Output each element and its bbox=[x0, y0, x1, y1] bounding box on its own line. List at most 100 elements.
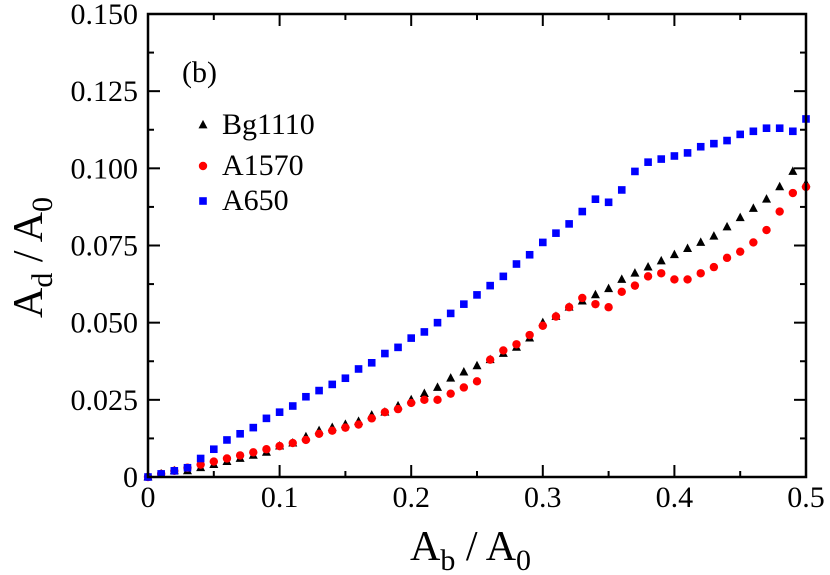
data-point bbox=[604, 303, 613, 312]
data-point bbox=[735, 212, 745, 222]
legend-label: A1570 bbox=[222, 149, 304, 182]
data-point bbox=[591, 299, 600, 309]
data-point bbox=[486, 281, 494, 290]
data-point bbox=[433, 382, 443, 391]
data-point bbox=[210, 445, 218, 454]
y-axis-title: Ad / A0 bbox=[6, 197, 59, 318]
legend-label: Bg1110 bbox=[222, 108, 315, 141]
data-point bbox=[590, 289, 600, 299]
legend-marker bbox=[199, 197, 207, 205]
data-point bbox=[657, 269, 666, 278]
data-point bbox=[722, 253, 732, 263]
data-point bbox=[380, 407, 390, 417]
data-point bbox=[643, 262, 653, 271]
x-tick-label: 0.4 bbox=[656, 481, 694, 514]
data-point bbox=[419, 388, 429, 398]
data-point bbox=[472, 377, 482, 386]
legend-label: A650 bbox=[222, 184, 289, 217]
data-point bbox=[643, 272, 653, 281]
x-tick-label: 0.5 bbox=[787, 481, 825, 514]
data-point bbox=[288, 402, 297, 410]
data-point bbox=[696, 269, 705, 278]
data-point bbox=[262, 445, 271, 454]
data-point bbox=[367, 414, 376, 423]
data-point bbox=[788, 188, 798, 198]
data-point bbox=[328, 380, 337, 389]
data-point bbox=[341, 423, 350, 432]
x-tick-label: 0.1 bbox=[261, 481, 299, 514]
data-point bbox=[354, 365, 363, 373]
y-tick-label: 0 bbox=[123, 461, 138, 494]
data-point bbox=[696, 142, 705, 151]
data-point bbox=[499, 346, 508, 355]
data-point bbox=[670, 275, 679, 284]
data-point bbox=[775, 124, 784, 133]
data-point bbox=[525, 250, 534, 259]
data-point bbox=[249, 423, 258, 432]
data-point bbox=[393, 404, 403, 414]
data-point bbox=[683, 243, 693, 252]
data-point bbox=[407, 398, 416, 408]
data-point bbox=[723, 136, 731, 145]
data-point bbox=[209, 457, 218, 466]
data-point bbox=[722, 221, 732, 231]
data-point bbox=[420, 395, 429, 405]
y-tick-label: 0.025 bbox=[71, 384, 139, 417]
data-point bbox=[433, 395, 442, 405]
legend-item-A1570: A1570 bbox=[198, 149, 304, 182]
data-point bbox=[762, 225, 771, 235]
data-point bbox=[630, 268, 640, 277]
y-axis: 0 0.025 0.050 0.075 0.100 0.125 0.150 bbox=[71, 0, 806, 494]
data-point bbox=[565, 220, 573, 228]
y-tick-label: 0.075 bbox=[71, 230, 139, 263]
data-point bbox=[433, 318, 442, 327]
data-point bbox=[696, 237, 706, 246]
data-point bbox=[775, 207, 784, 216]
y-tick-label: 0.100 bbox=[71, 152, 139, 185]
data-point bbox=[525, 330, 534, 340]
data-point bbox=[301, 435, 311, 445]
data-point bbox=[367, 358, 376, 367]
x-axis: 0 0.1 0.2 0.3 0.4 0.5 bbox=[141, 14, 825, 514]
data-point bbox=[617, 186, 626, 194]
data-point bbox=[552, 229, 560, 237]
data-point bbox=[736, 130, 744, 139]
data-point bbox=[710, 139, 718, 148]
data-point bbox=[275, 408, 284, 416]
data-point bbox=[683, 149, 692, 157]
data-point bbox=[551, 312, 561, 321]
data-point bbox=[762, 124, 771, 133]
data-point bbox=[236, 429, 244, 438]
x-tick-label: 0.2 bbox=[392, 481, 430, 514]
data-point bbox=[775, 181, 785, 191]
data-point bbox=[235, 451, 245, 460]
data-point bbox=[381, 349, 389, 358]
data-point bbox=[196, 460, 205, 469]
data-point bbox=[656, 255, 666, 265]
panel-label: (b) bbox=[182, 56, 217, 89]
x-tick-label: 0 bbox=[141, 481, 156, 514]
data-point bbox=[657, 155, 666, 163]
data-point bbox=[748, 203, 758, 212]
data-point bbox=[354, 420, 363, 429]
data-point bbox=[631, 167, 639, 176]
x-tick-label: 0.3 bbox=[524, 481, 562, 514]
y-tick-label: 0.050 bbox=[71, 307, 139, 340]
data-point bbox=[789, 127, 797, 136]
data-point bbox=[249, 448, 258, 457]
data-point bbox=[196, 454, 205, 463]
data-point bbox=[314, 429, 324, 438]
legend-item-Bg1110: Bg1110 bbox=[198, 108, 315, 141]
data-point bbox=[223, 436, 231, 444]
data-point bbox=[328, 426, 337, 435]
data-point bbox=[670, 152, 679, 160]
data-point bbox=[394, 343, 402, 352]
data-point bbox=[591, 195, 600, 203]
data-point bbox=[538, 321, 547, 330]
series-A1570 bbox=[143, 182, 811, 482]
data-point bbox=[630, 281, 640, 290]
data-point bbox=[157, 470, 165, 478]
data-point bbox=[315, 386, 323, 395]
